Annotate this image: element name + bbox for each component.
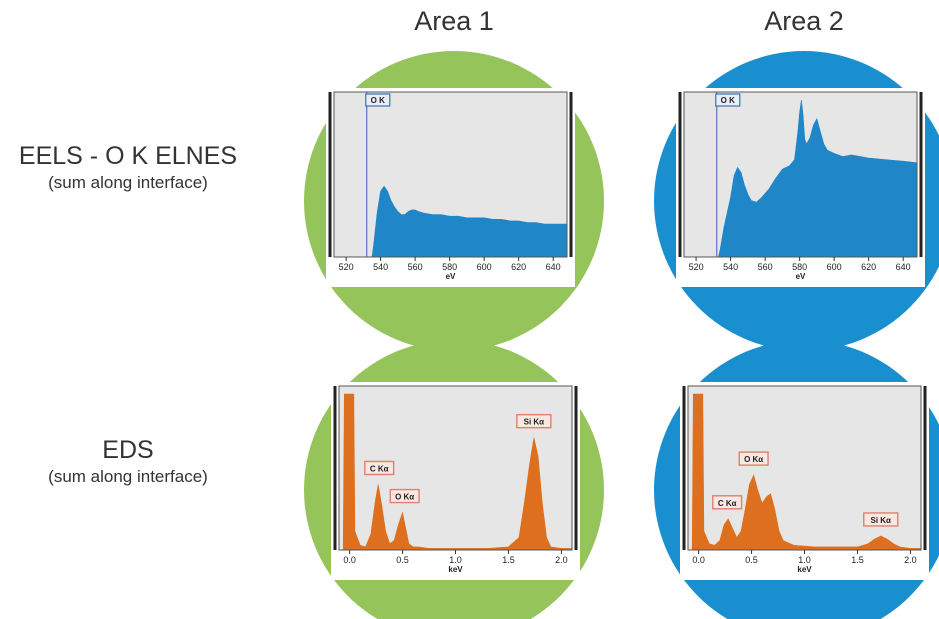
x-tick-label: 600 [477, 262, 492, 272]
x-tick-label: 620 [511, 262, 526, 272]
peak-label-box [712, 495, 743, 510]
peak-label-text: O Kα [395, 493, 414, 502]
x-tick-label: 520 [339, 262, 354, 272]
x-tick-label: 560 [758, 262, 773, 272]
x-tick-label: 1.0 [449, 555, 462, 565]
x-tick-label: 580 [792, 262, 807, 272]
x-tick-label: 1.5 [502, 555, 515, 565]
x-axis-label: keV [797, 565, 812, 574]
peak-label-text: Si Kα [524, 418, 545, 427]
plot-eels-area-2: 520 540 560 580 600 620 640 eV O K [678, 91, 923, 281]
x-tick-label: 1.5 [851, 555, 864, 565]
peak-label-box [863, 512, 899, 527]
edge-label-box [715, 93, 741, 107]
row-subtitle-eels: (sum along interface) [48, 173, 208, 192]
peak-label-text: C Kα [718, 499, 737, 508]
row-subtitle-eds: (sum along interface) [48, 467, 208, 486]
spectrum-area [684, 99, 918, 258]
x-axis-label: keV [448, 565, 463, 574]
peak-label-text: C Kα [370, 464, 389, 473]
peak-label-text: Si Kα [871, 516, 892, 525]
peak-label-text: O Kα [744, 455, 763, 464]
spectrum-area [334, 185, 568, 258]
x-tick-label: 520 [689, 262, 704, 272]
row-title-eds: EDS [102, 436, 154, 464]
x-tick-label: 0.0 [692, 555, 705, 565]
x-tick-label: 560 [408, 262, 423, 272]
x-axis-label: eV [796, 272, 806, 281]
spectrum-area [688, 393, 922, 551]
row-label-eels: EELS - O K ELNES (sum along interface) [19, 142, 237, 193]
x-tick-label: 580 [442, 262, 457, 272]
x-tick-label: 2.0 [904, 555, 917, 565]
plot-eds-area-1: 0.0 0.5 1.0 1.5 2.0 keV C Kα O Kα Si Kα [333, 385, 578, 574]
x-tick-label: 540 [373, 262, 388, 272]
column-title-area-2: Area 2 [764, 6, 844, 36]
peak-label-box [516, 413, 552, 429]
plot-border [683, 91, 918, 258]
peak-label-box [738, 451, 769, 466]
row-label-eds: EDS (sum along interface) [48, 436, 208, 487]
x-tick-label: 640 [896, 262, 911, 272]
plot-eels-area-1: 520 540 560 580 600 620 640 eV O K [328, 91, 573, 281]
x-tick-label: 0.0 [343, 555, 356, 565]
column-title-area-1: Area 1 [414, 6, 494, 36]
x-tick-label: 0.5 [396, 555, 409, 565]
peak-label-box [364, 460, 395, 476]
peak-label-box [389, 488, 420, 504]
x-tick-label: 620 [861, 262, 876, 272]
x-tick-label: 1.0 [798, 555, 811, 565]
edge-label-box [365, 93, 391, 107]
x-tick-label: 640 [546, 262, 561, 272]
x-axis-label: eV [446, 272, 456, 281]
edge-label-text: O K [371, 96, 385, 105]
x-tick-label: 2.0 [555, 555, 568, 565]
x-tick-label: 0.5 [745, 555, 758, 565]
plot-eds-area-2: 0.0 0.5 1.0 1.5 2.0 keV C Kα O Kα Si Kα [682, 385, 927, 574]
x-tick-label: 600 [827, 262, 842, 272]
spectrum-area [339, 393, 573, 551]
x-tick-label: 540 [723, 262, 738, 272]
row-title-eels: EELS - O K ELNES [18, 142, 238, 170]
plot-border [333, 91, 568, 258]
edge-label-text: O K [721, 96, 735, 105]
